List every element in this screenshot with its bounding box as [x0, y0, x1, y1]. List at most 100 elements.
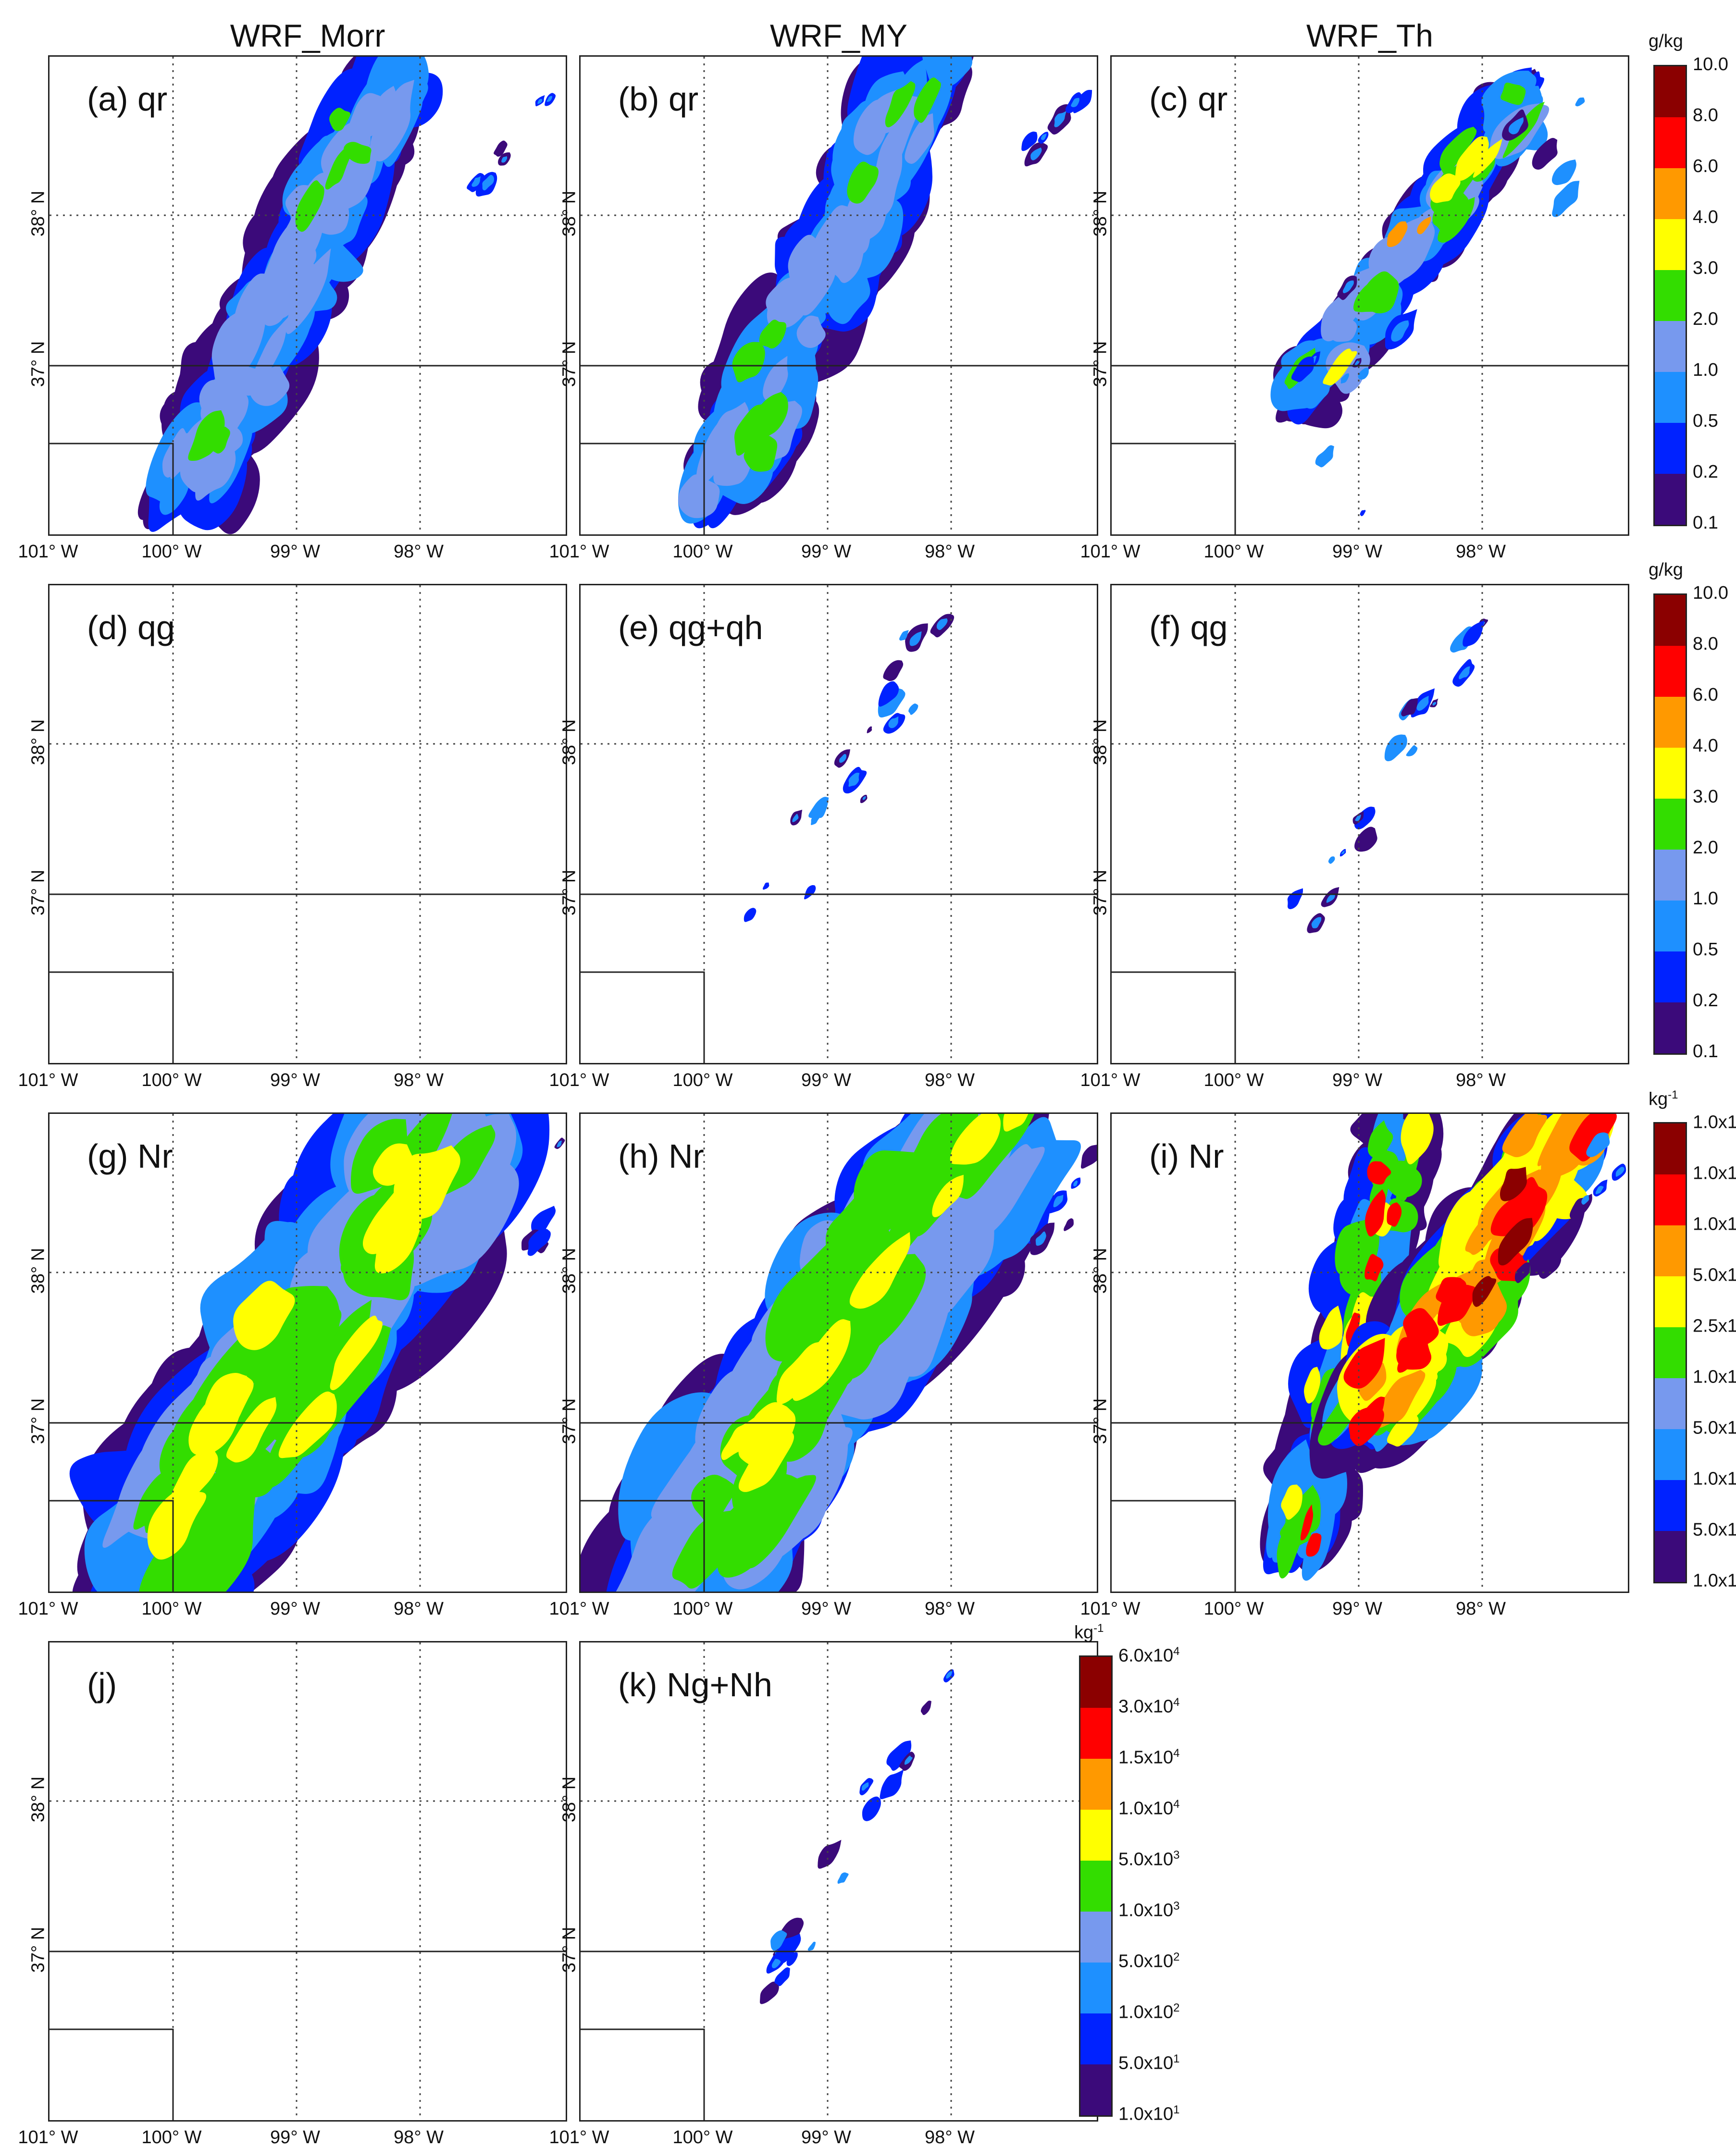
colorbar-tick-label: 1.0x103 — [1118, 1900, 1180, 1921]
contour-level-7 — [1472, 1167, 1533, 1307]
colorbar-swatch — [1655, 901, 1686, 951]
panel-label: (e) qg+qh — [618, 609, 763, 646]
colorbar — [1653, 593, 1687, 1055]
colorbar-tick-label: 1.0x106 — [1693, 1112, 1736, 1133]
colorbar-swatch — [1655, 697, 1686, 748]
longitude-tick-label: 100° W — [672, 542, 733, 562]
colorbar-tick-label: 0.2 — [1693, 990, 1718, 1011]
latitude-tick-label: 38° N — [28, 190, 49, 237]
colorbar-tick-label: 1.0x104 — [1693, 1214, 1736, 1234]
latitude-tick-label: 37° N — [559, 1926, 580, 1973]
precip-speck-core — [546, 96, 552, 102]
panel-label: (k) Ng+Nh — [618, 1666, 772, 1704]
colorbar-swatch — [1655, 117, 1686, 168]
longitude-tick-label: 101° W — [18, 1599, 78, 1619]
colorbar-unit: kg-1 — [1074, 1622, 1104, 1643]
latitude-tick-label: 38° N — [1090, 1247, 1111, 1294]
colorbar-unit: g/kg — [1649, 560, 1683, 580]
precip-speck-core — [888, 716, 899, 728]
precip-speck-core — [848, 773, 860, 787]
precip-contour — [1472, 1276, 1497, 1307]
colorbar-swatch — [1655, 1327, 1686, 1378]
precip-speck — [1354, 806, 1376, 829]
colorbar-swatch — [1655, 321, 1686, 372]
colorbar-tick-label: 2.0 — [1693, 309, 1718, 329]
colorbar-swatch — [1655, 66, 1686, 117]
precip-contour — [1569, 1114, 1617, 1161]
precip-speck-core — [1416, 695, 1429, 711]
precip-speck-core — [1459, 666, 1470, 679]
precip-speck — [908, 704, 918, 715]
colorbar-tick-label: 1.0x101 — [1118, 2103, 1180, 2124]
longitude-tick-label: 98° W — [925, 2127, 975, 2148]
precip-speck-core — [773, 1934, 783, 1945]
colorbar-tick-label: 1.0x105 — [1693, 1163, 1736, 1184]
colorbar-tick-label: 6.0 — [1693, 685, 1718, 705]
panhandle-border — [581, 971, 705, 1063]
latitude-tick-label: 37° N — [559, 341, 580, 387]
precip-contour — [1401, 1114, 1434, 1165]
precip-speck — [1532, 137, 1558, 170]
latitude-tick-label: 37° N — [1090, 869, 1111, 916]
colorbar-tick-label: 8.0 — [1693, 105, 1718, 125]
precip-contour — [1003, 1114, 1029, 1132]
colorbar-swatch — [1080, 1708, 1111, 1759]
map-panel-k: (k) Ng+Nh — [579, 1641, 1098, 2122]
longitude-tick-label: 101° W — [549, 1599, 609, 1619]
precip-speck-core — [946, 1671, 953, 1679]
precip-contour — [171, 1450, 218, 1506]
longitude-tick-label: 100° W — [141, 1070, 202, 1090]
colorbar-swatch — [1655, 372, 1686, 423]
precip-contour — [1490, 1177, 1548, 1236]
colorbar-tick-label: 1.0x102 — [1118, 2001, 1180, 2023]
longitude-tick-label: 98° W — [394, 542, 444, 562]
precip-contour — [225, 363, 268, 396]
longitude-tick-label: 100° W — [141, 2127, 202, 2148]
precip-speck — [878, 688, 905, 718]
colorbar-tick-label: 1.0x104 — [1118, 1798, 1180, 1819]
colorbar-tick-label: 0.1 — [1693, 1041, 1718, 1062]
precip-contour — [295, 180, 324, 232]
precip-speck — [1080, 1145, 1097, 1169]
precip-contour — [233, 1281, 295, 1350]
precip-contour — [1387, 221, 1408, 247]
precip-speck-core — [1355, 815, 1361, 821]
map-canvas — [581, 1642, 1097, 2120]
precip-contour — [678, 474, 720, 518]
longitude-tick-label: 99° W — [270, 1599, 320, 1619]
precip-contour — [325, 144, 352, 190]
precip-speck — [808, 797, 829, 818]
precip-contour — [847, 161, 879, 204]
precip-contour — [696, 419, 735, 485]
panhandle-border — [50, 443, 174, 534]
precip-contour — [1319, 1305, 1343, 1350]
precip-speck — [886, 1740, 912, 1771]
precip-contour — [849, 1232, 911, 1309]
precip-contour — [1432, 191, 1469, 234]
precip-speck — [804, 885, 816, 900]
colorbar-swatch — [1080, 1657, 1111, 1708]
colorbar-tick-label: 4.0 — [1693, 207, 1718, 227]
precip-speck-core — [1508, 117, 1524, 135]
colorbar-swatch — [1080, 1912, 1111, 1963]
precip-speck-core — [1035, 1231, 1046, 1246]
precip-speck — [1073, 89, 1092, 113]
precip-speck — [807, 1941, 816, 1951]
precip-contour — [874, 96, 919, 183]
contour-level-5 — [1323, 136, 1502, 386]
precip-speck-core — [537, 99, 543, 104]
longitude-tick-label: 100° W — [672, 1599, 733, 1619]
precip-speck-core — [1326, 893, 1335, 903]
precip-speck — [527, 1228, 551, 1256]
map-panel-b: (b) qr — [579, 55, 1098, 536]
precip-speck-core — [501, 156, 508, 163]
colorbar — [1653, 65, 1687, 526]
precip-speck — [763, 882, 769, 890]
longitude-tick-label: 98° W — [925, 1599, 975, 1619]
longitude-tick-label: 98° W — [394, 2127, 444, 2148]
precip-speck — [862, 1796, 881, 1821]
panhandle-border — [1112, 443, 1236, 534]
colorbar-tick-label: 8.0 — [1693, 634, 1718, 654]
panel-label: (d) qg — [87, 609, 175, 646]
latitude-tick-label: 38° N — [559, 190, 580, 237]
